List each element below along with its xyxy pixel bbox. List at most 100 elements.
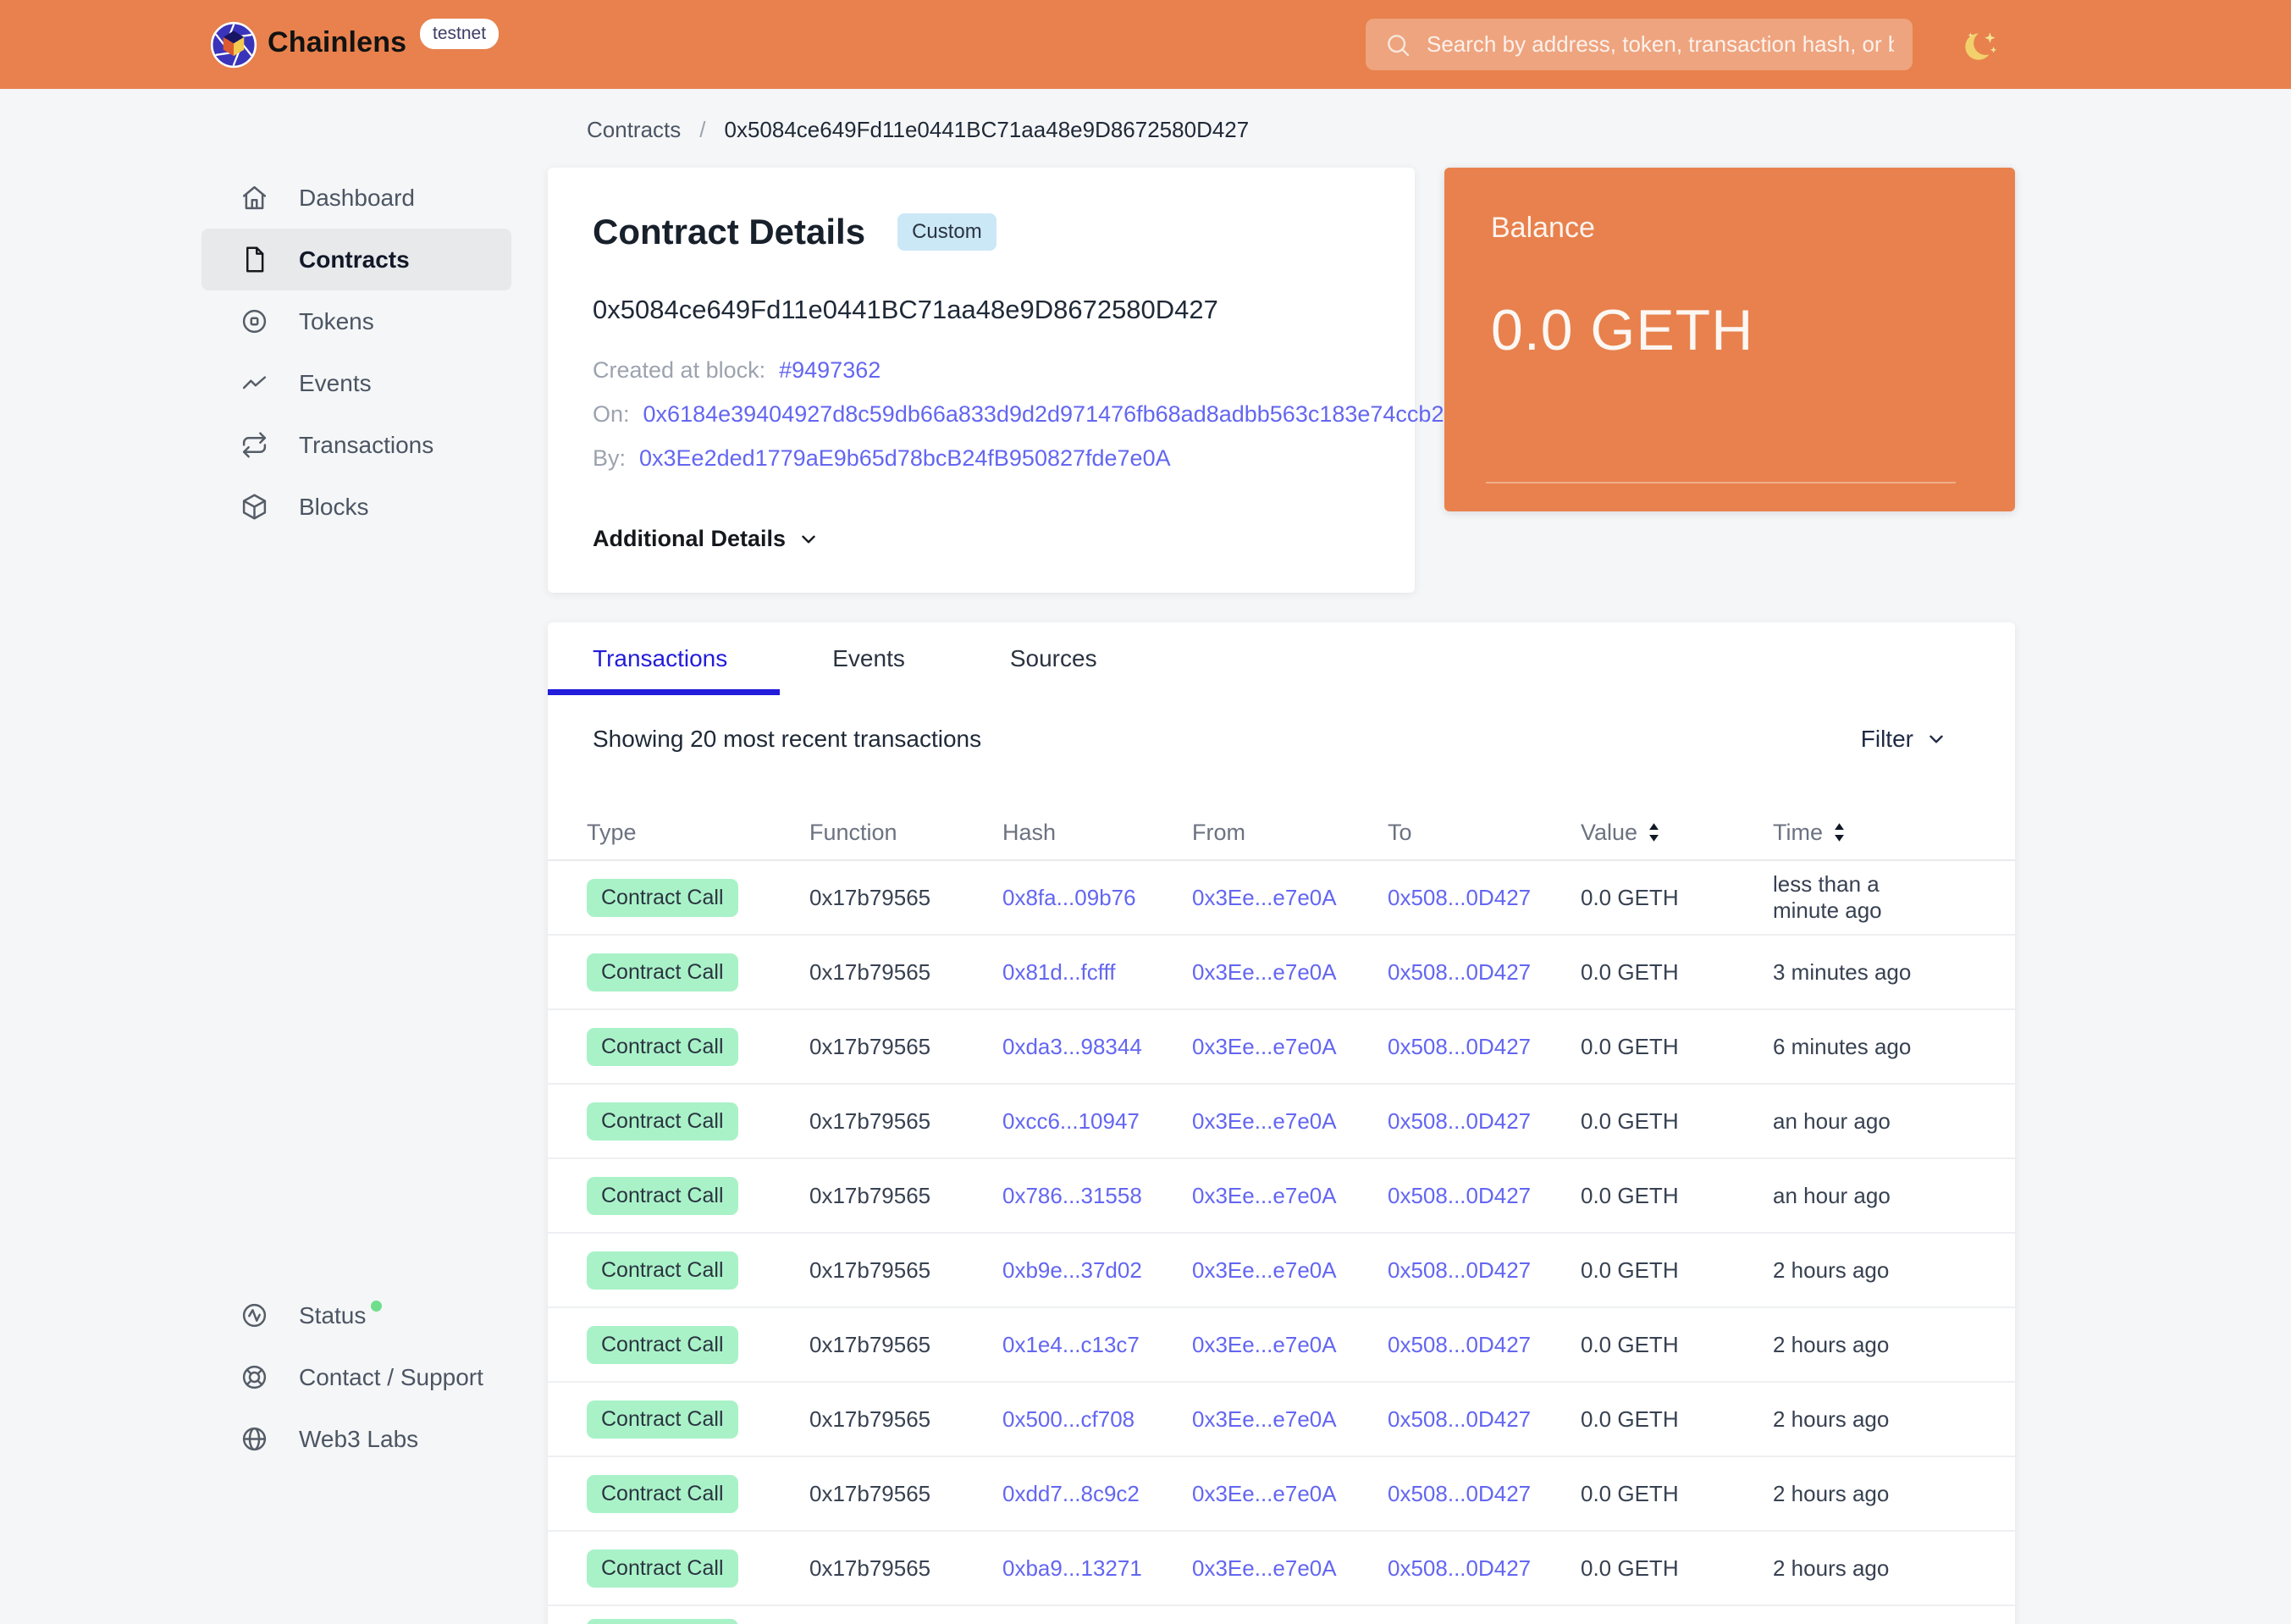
search-input[interactable] bbox=[1427, 31, 1894, 58]
sidebar-item-events[interactable]: Events bbox=[201, 352, 511, 414]
tx-value: 0.0 GETH bbox=[1581, 1108, 1679, 1134]
tx-to-link[interactable]: 0x508...0D427 bbox=[1388, 1033, 1532, 1059]
tx-function: 0x17b79565 bbox=[809, 884, 931, 910]
tx-from-link[interactable]: 0x3Ee...e7e0A bbox=[1192, 1331, 1337, 1357]
tx-time: less than a minute ago bbox=[1773, 871, 1882, 923]
breadcrumb: Contracts / 0x5084ce649Fd11e0441BC71aa48… bbox=[587, 117, 1249, 143]
brand-title[interactable]: Chainlens bbox=[268, 26, 407, 58]
tx-to-link[interactable]: 0x508...0D427 bbox=[1388, 958, 1532, 985]
tx-from-link[interactable]: 0x3Ee...e7e0A bbox=[1192, 884, 1337, 910]
tx-time: 2 hours ago bbox=[1773, 1555, 1890, 1581]
tx-type-badge: Contract Call bbox=[587, 1619, 738, 1624]
tx-hash-link[interactable]: 0xb9e...37d02 bbox=[1002, 1257, 1142, 1283]
tx-to-link[interactable]: 0x508...0D427 bbox=[1388, 1108, 1532, 1134]
life-buoy-icon bbox=[240, 1363, 268, 1391]
tx-from-link[interactable]: 0x3Ee...e7e0A bbox=[1192, 1108, 1337, 1134]
tx-hash-link[interactable]: 0x8fa...09b76 bbox=[1002, 884, 1136, 910]
sidebar-item-tokens[interactable]: Tokens bbox=[201, 290, 511, 352]
creation-tx-hash-link[interactable]: 0x6184e39404927d8c59db66a833d9d2d971476f… bbox=[643, 401, 1470, 427]
additional-details-toggle[interactable]: Additional Details bbox=[593, 526, 1370, 552]
table-row: Contract Call 0x17b79565 0x1e4...c13c7 0… bbox=[548, 1308, 2015, 1383]
created-at-block-link[interactable]: #9497362 bbox=[779, 357, 881, 383]
tx-hash-link[interactable]: 0x1e4...c13c7 bbox=[1002, 1331, 1140, 1357]
tx-from-link[interactable]: 0x3Ee...e7e0A bbox=[1192, 958, 1337, 985]
moon-icon[interactable] bbox=[1960, 24, 2002, 66]
sidebar-item-label: Contracts bbox=[299, 246, 410, 273]
sidebar-item-contracts[interactable]: Contracts bbox=[201, 229, 511, 290]
sidebar-nav: Dashboard Contracts Tokens Events bbox=[0, 167, 542, 538]
tab-events[interactable]: Events bbox=[832, 645, 905, 671]
table-row: Contract Call 0x17b79565 0x786...31558 0… bbox=[548, 1159, 2015, 1234]
tx-from-link[interactable]: 0x3Ee...e7e0A bbox=[1192, 1182, 1337, 1208]
sort-icon[interactable] bbox=[1648, 822, 1660, 842]
tx-to-link[interactable]: 0x508...0D427 bbox=[1388, 1257, 1532, 1283]
globe-icon bbox=[240, 1425, 268, 1453]
tx-to-link[interactable]: 0x508...0D427 bbox=[1388, 1480, 1532, 1506]
tx-time: 2 hours ago bbox=[1773, 1257, 1890, 1283]
tx-from-link[interactable]: 0x3Ee...e7e0A bbox=[1192, 1033, 1337, 1059]
column-header-function: Function bbox=[809, 819, 897, 845]
tx-type-badge: Contract Call bbox=[587, 1474, 738, 1513]
sidebar-item-transactions[interactable]: Transactions bbox=[201, 414, 511, 476]
table-row: Contract Call 0x17b79565 0x81d...fcfff 0… bbox=[548, 936, 2015, 1010]
tx-hash-link[interactable]: 0x500...cf708 bbox=[1002, 1406, 1135, 1432]
breadcrumb-contracts-link[interactable]: Contracts bbox=[587, 117, 682, 142]
tx-type-badge: Contract Call bbox=[587, 1251, 738, 1290]
tx-hash-link[interactable]: 0xcc6...10947 bbox=[1002, 1108, 1140, 1134]
column-header-value[interactable]: Value bbox=[1581, 820, 1773, 846]
contract-address: 0x5084ce649Fd11e0441BC71aa48e9D8672580D4… bbox=[593, 295, 1218, 324]
column-header-time[interactable]: Time bbox=[1773, 820, 1947, 846]
tx-to-link[interactable]: 0x508...0D427 bbox=[1388, 1182, 1532, 1208]
tx-hash-link[interactable]: 0xdd7...8c9c2 bbox=[1002, 1480, 1140, 1506]
contract-details-card: Contract Details Custom 0x5084ce649Fd11e… bbox=[548, 168, 1470, 593]
table-row: Contract Call 0x17b79565 0xb9e...37d02 0… bbox=[548, 1234, 2015, 1308]
table-header: Type Function Hash From To Value Time bbox=[548, 805, 2015, 861]
tab-transactions[interactable]: Transactions bbox=[548, 622, 781, 695]
tx-from-link[interactable]: 0x3Ee...e7e0A bbox=[1192, 1406, 1337, 1432]
home-icon bbox=[240, 184, 268, 212]
sidebar-item-contact-support[interactable]: Contact / Support bbox=[201, 1346, 511, 1408]
filter-button[interactable]: Filter bbox=[1861, 726, 1947, 753]
table-row-partial: Contract Call bbox=[548, 1606, 2015, 1624]
column-header-hash: Hash bbox=[1002, 819, 1057, 845]
tx-to-link[interactable]: 0x508...0D427 bbox=[1388, 1406, 1532, 1432]
table-row: Contract Call 0x17b79565 0x500...cf708 0… bbox=[548, 1383, 2015, 1457]
tx-hash-link[interactable]: 0xba9...13271 bbox=[1002, 1555, 1142, 1581]
custom-badge: Custom bbox=[897, 213, 996, 251]
tx-to-link[interactable]: 0x508...0D427 bbox=[1388, 1555, 1532, 1581]
tx-time: 2 hours ago bbox=[1773, 1331, 1890, 1357]
tx-type-badge: Contract Call bbox=[587, 878, 738, 917]
tx-time: 2 hours ago bbox=[1773, 1406, 1890, 1432]
tx-hash-link[interactable]: 0x786...31558 bbox=[1002, 1182, 1142, 1208]
tx-to-link[interactable]: 0x508...0D427 bbox=[1388, 884, 1532, 910]
creator-address-link[interactable]: 0x3Ee2ded1779aE9b65d78bcB24fB950827fde7e… bbox=[639, 445, 1171, 471]
column-header-to: To bbox=[1388, 819, 1412, 845]
sidebar-item-blocks[interactable]: Blocks bbox=[201, 476, 511, 538]
tx-type-badge: Contract Call bbox=[587, 1102, 738, 1141]
top-header: Chainlens testnet bbox=[0, 0, 2291, 89]
sidebar-item-label: Tokens bbox=[299, 307, 374, 334]
tx-value: 0.0 GETH bbox=[1581, 958, 1679, 985]
tx-hash-link[interactable]: 0xda3...98344 bbox=[1002, 1033, 1142, 1059]
sidebar-item-dashboard[interactable]: Dashboard bbox=[201, 167, 511, 229]
sidebar: Dashboard Contracts Tokens Events bbox=[0, 89, 542, 1624]
sidebar-item-status[interactable]: Status bbox=[201, 1284, 511, 1346]
tx-value: 0.0 GETH bbox=[1581, 1033, 1679, 1059]
tx-from-link[interactable]: 0x3Ee...e7e0A bbox=[1192, 1480, 1337, 1506]
tx-from-link[interactable]: 0x3Ee...e7e0A bbox=[1192, 1555, 1337, 1581]
sidebar-item-web3-labs[interactable]: Web3 Labs bbox=[201, 1408, 511, 1470]
tx-function: 0x17b79565 bbox=[809, 1182, 931, 1208]
tx-value: 0.0 GETH bbox=[1581, 1406, 1679, 1432]
tx-to-link[interactable]: 0x508...0D427 bbox=[1388, 1331, 1532, 1357]
tx-from-link[interactable]: 0x3Ee...e7e0A bbox=[1192, 1257, 1337, 1283]
chainlens-logo-icon[interactable] bbox=[210, 21, 257, 69]
chevron-down-icon bbox=[1925, 728, 1947, 750]
search-icon bbox=[1388, 34, 1410, 56]
sidebar-item-label: Dashboard bbox=[299, 184, 415, 211]
tx-hash-link[interactable]: 0x81d...fcfff bbox=[1002, 958, 1116, 985]
tx-type-badge: Contract Call bbox=[587, 1176, 738, 1215]
sort-icon[interactable] bbox=[1833, 822, 1846, 842]
tx-function: 0x17b79565 bbox=[809, 1257, 931, 1283]
global-search[interactable] bbox=[1366, 19, 1913, 70]
tab-sources[interactable]: Sources bbox=[1009, 645, 1097, 671]
